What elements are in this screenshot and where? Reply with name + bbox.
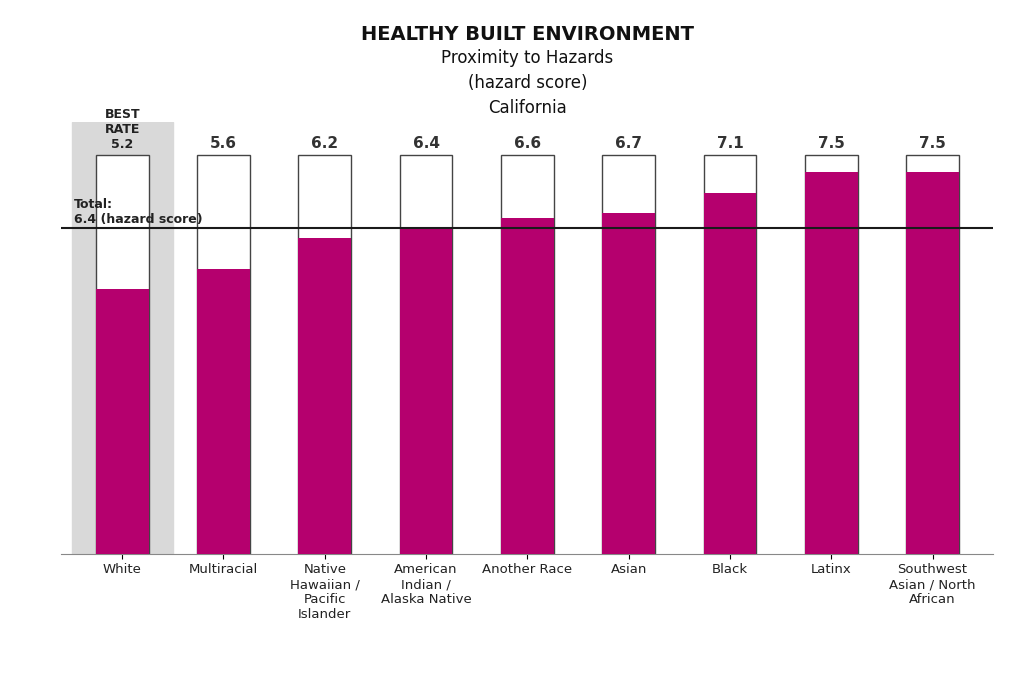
Bar [501,155,554,554]
Bar [72,122,173,554]
Text: Total:
6.4 (hazard score): Total: 6.4 (hazard score) [74,198,202,225]
Text: HEALTHY BUILT ENVIRONMENT: HEALTHY BUILT ENVIRONMENT [360,25,694,44]
Bar [805,155,857,554]
Bar [906,172,958,554]
Text: 7.5: 7.5 [920,136,946,151]
Text: 6.6: 6.6 [514,136,541,151]
Bar [501,218,554,554]
Text: 5.6: 5.6 [210,136,237,151]
Bar [198,155,250,554]
Bar [399,228,453,554]
Bar [906,155,958,554]
Bar [399,155,453,554]
Bar [805,172,857,554]
Text: 6.2: 6.2 [311,136,338,151]
Text: 6.7: 6.7 [615,136,642,151]
Bar [96,289,148,554]
Bar [703,192,757,553]
Text: BEST
RATE
5.2: BEST RATE 5.2 [104,109,140,151]
Bar [298,155,351,554]
Bar [703,155,757,554]
Bar [298,238,351,554]
Bar [602,213,655,554]
Text: 7.1: 7.1 [717,136,743,151]
Text: 6.4: 6.4 [413,136,439,151]
Bar [198,269,250,554]
Bar [96,155,148,554]
Bar [602,155,655,554]
Text: 7.5: 7.5 [818,136,845,151]
Text: Proximity to Hazards
(hazard score)
California: Proximity to Hazards (hazard score) Cali… [441,49,613,117]
